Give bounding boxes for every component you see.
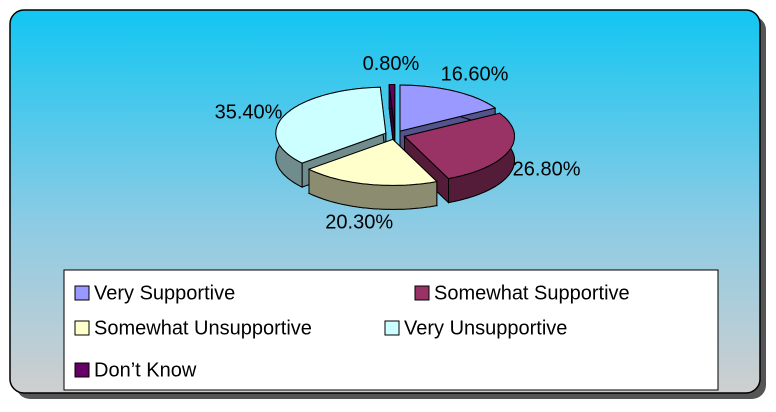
legend-swatch bbox=[74, 362, 90, 378]
legend-label: Don’t Know bbox=[94, 359, 197, 381]
data-label: 16.60% bbox=[441, 64, 509, 86]
legend-swatch bbox=[384, 320, 400, 336]
legend-swatch bbox=[414, 285, 430, 301]
slice-top bbox=[307, 138, 438, 186]
legend-swatch bbox=[74, 285, 90, 301]
slice-top bbox=[399, 84, 497, 132]
slice-top bbox=[388, 84, 396, 131]
slice-top bbox=[275, 86, 387, 164]
data-label: 26.80% bbox=[513, 158, 581, 180]
legend-label: Very Unsupportive bbox=[404, 317, 567, 339]
legend-label: Somewhat Unsupportive bbox=[94, 317, 312, 339]
legend-swatch bbox=[74, 320, 90, 336]
data-label: 0.80% bbox=[363, 53, 420, 75]
legend-label: Somewhat Supportive bbox=[434, 282, 630, 304]
legend-label: Very Supportive bbox=[94, 282, 235, 304]
data-label: 20.30% bbox=[325, 212, 393, 234]
data-label: 35.40% bbox=[215, 101, 283, 123]
slice-top bbox=[403, 112, 515, 180]
